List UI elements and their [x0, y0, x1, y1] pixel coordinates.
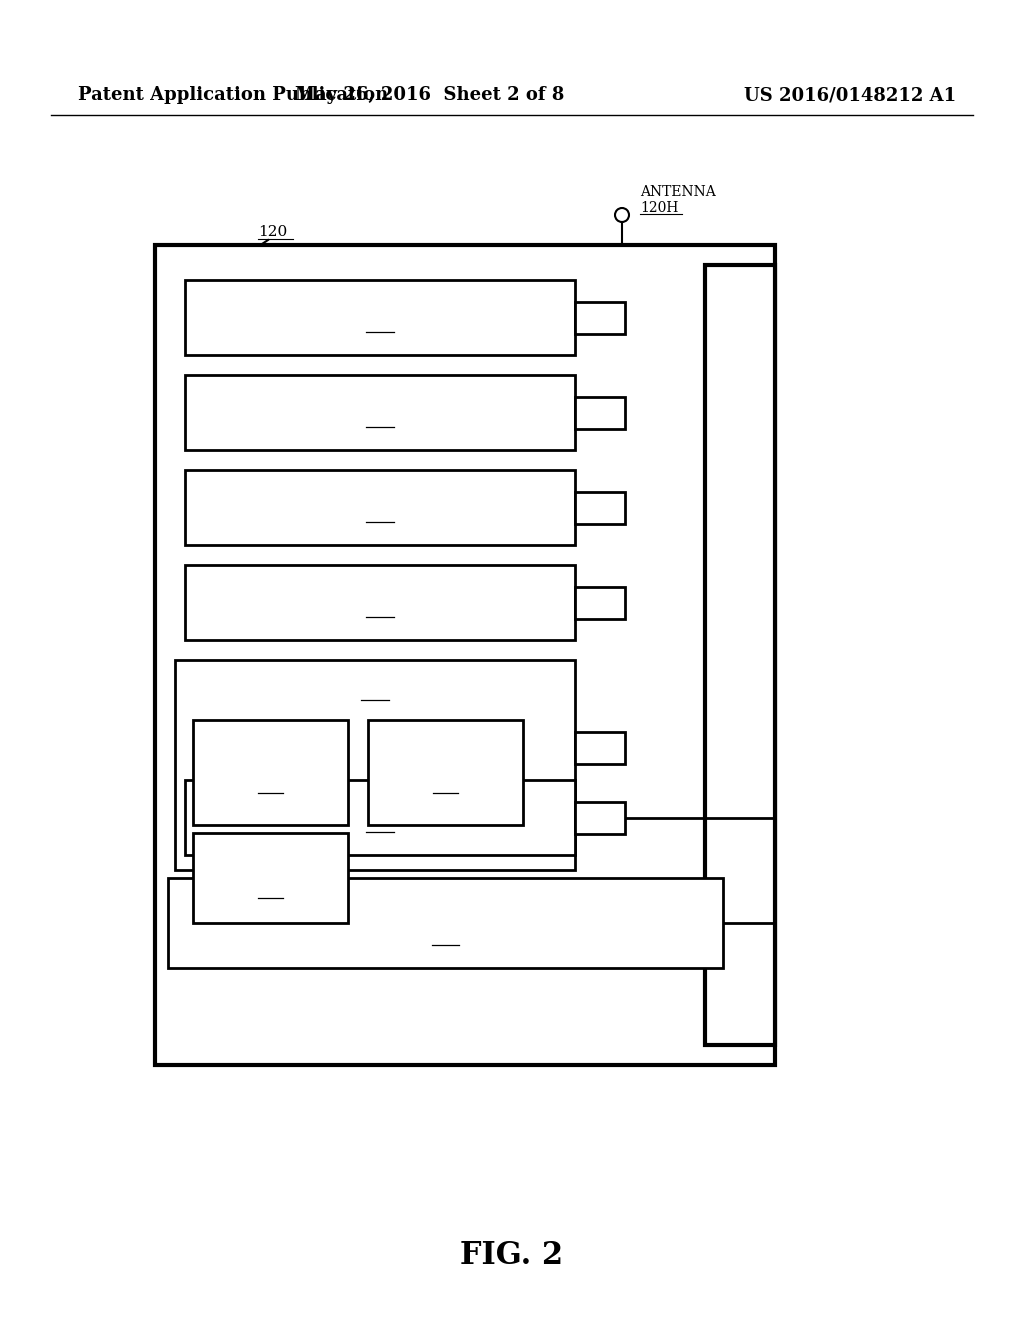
Text: May 26, 2016  Sheet 2 of 8: May 26, 2016 Sheet 2 of 8	[295, 86, 564, 104]
Text: 120A: 120A	[359, 319, 400, 334]
Text: FIG. 2: FIG. 2	[461, 1239, 563, 1270]
Text: TRANSACTION: TRANSACTION	[216, 857, 326, 871]
Text: ANTENNA: ANTENNA	[640, 185, 716, 199]
Bar	[185, 565, 575, 640]
Text: 120: 120	[258, 224, 288, 239]
Text: CONTACTLESS ELEMENT INTERFACE: CONTACTLESS ELEMENT INTERFACE	[226, 804, 535, 817]
Text: SECURE MEMORY/NFC DATA TRANSFER: SECURE MEMORY/NFC DATA TRANSFER	[280, 917, 611, 932]
Bar	[193, 719, 348, 825]
Text: 120D: 120D	[359, 605, 400, 619]
Bar	[575, 733, 625, 764]
Text: DIGITAL WALLET: DIGITAL WALLET	[207, 751, 334, 766]
Text: 120F: 120F	[360, 820, 400, 833]
Bar	[185, 780, 575, 855]
Text: APPLICATIONS/DATA STORAGE/MEMORY: APPLICATIONS/DATA STORAGE/MEMORY	[223, 673, 526, 686]
Text: APPLICATION: APPLICATION	[220, 766, 321, 780]
Bar	[185, 375, 575, 450]
Text: 120H: 120H	[640, 201, 678, 215]
Text: DATA INPUT/OUTPUT: DATA INPUT/OUTPUT	[293, 494, 467, 507]
Text: PAYMENT: PAYMENT	[410, 751, 481, 766]
Bar	[575, 587, 625, 619]
Bar	[185, 280, 575, 355]
Text: US 2016/0148212 A1: US 2016/0148212 A1	[744, 86, 956, 104]
Text: CONTACTLESS ELEMENT: CONTACTLESS ELEMENT	[341, 903, 550, 917]
Bar	[575, 302, 625, 334]
Bar	[193, 833, 348, 923]
Text: 120K: 120K	[427, 780, 464, 793]
Bar	[575, 397, 625, 429]
Bar	[185, 470, 575, 545]
Bar	[368, 719, 523, 825]
Text: PROCESSOR: PROCESSOR	[329, 304, 431, 318]
Bar	[575, 803, 625, 834]
Text: Patent Application Publication: Patent Application Publication	[78, 86, 388, 104]
Text: DISPLAY: DISPLAY	[345, 399, 415, 412]
Text: CREDENTIALS: CREDENTIALS	[391, 766, 500, 780]
Text: 120C: 120C	[359, 510, 400, 524]
Text: 120G: 120G	[425, 933, 466, 946]
Text: COMMUNICATIONS ELEMENT: COMMUNICATIONS ELEMENT	[255, 589, 505, 602]
Bar	[175, 660, 575, 870]
Text: 120L: 120L	[253, 884, 289, 899]
Bar	[168, 878, 723, 968]
Bar	[155, 246, 775, 1065]
Bar	[575, 492, 625, 524]
Text: 120B: 120B	[359, 414, 400, 429]
Bar	[705, 265, 775, 1045]
Text: RECORDS: RECORDS	[233, 871, 307, 884]
Text: 120E: 120E	[354, 688, 395, 702]
Text: 120J: 120J	[255, 780, 287, 793]
